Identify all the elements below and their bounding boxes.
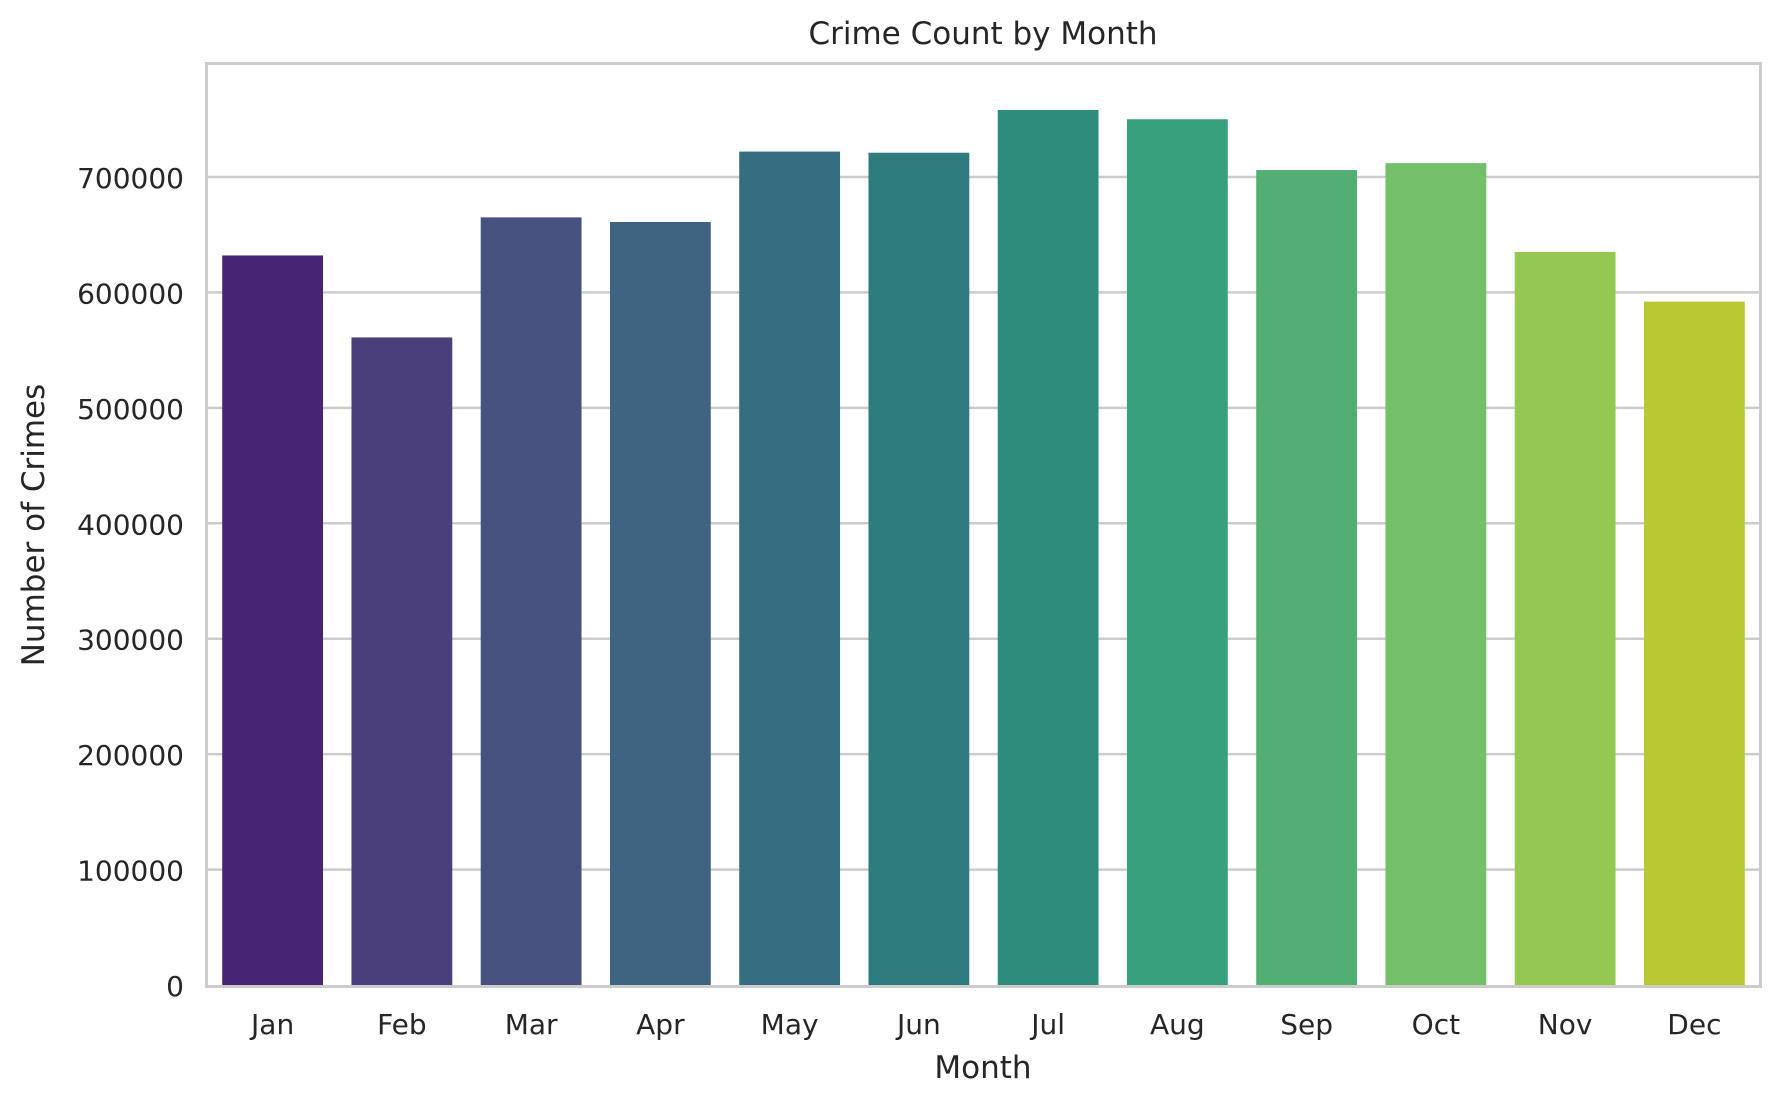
bar-oct	[1385, 163, 1487, 986]
plot-frame	[205, 62, 1762, 988]
y-tick-label: 0	[166, 970, 184, 1003]
bar-jan	[222, 255, 324, 985]
x-tick-label: Nov	[1538, 1008, 1593, 1041]
bar-jun	[868, 152, 970, 985]
x-tick-label: Dec	[1667, 1008, 1721, 1041]
bar-mar	[480, 217, 582, 985]
bar-nov	[1514, 252, 1616, 986]
x-axis-label: Month	[934, 1050, 1031, 1086]
grid-lines	[208, 175, 1759, 871]
y-tick-label: 400000	[77, 508, 184, 541]
bar-apr	[609, 221, 711, 985]
x-tick-label: Jul	[1029, 1008, 1065, 1041]
bars	[222, 110, 1745, 986]
x-tick-label: May	[761, 1008, 819, 1041]
bar-feb	[351, 337, 453, 985]
x-tick-label: Mar	[505, 1008, 558, 1041]
x-tick-label: Oct	[1412, 1008, 1460, 1041]
bar-may	[739, 151, 841, 986]
y-tick-label: 500000	[77, 393, 184, 426]
chart-title: Crime Count by Month	[808, 16, 1157, 52]
bar-aug	[1126, 119, 1228, 986]
y-tick-label: 100000	[77, 855, 184, 888]
x-tick-label: Feb	[377, 1008, 427, 1041]
y-tick-label: 200000	[77, 739, 184, 772]
x-tick-label: Apr	[636, 1008, 685, 1041]
x-tick-labels: Jan Feb Mar Apr May Jun Jul Aug Sep Oct Nov Dec	[249, 1008, 1721, 1041]
x-tick-label: Aug	[1150, 1008, 1205, 1041]
bar-sep	[1256, 170, 1358, 985]
x-tick-label: Sep	[1280, 1008, 1333, 1041]
y-tick-label: 300000	[77, 624, 184, 657]
bar-jul	[997, 110, 1099, 986]
y-tick-label: 700000	[77, 162, 184, 195]
y-axis-label: Number of Crimes	[16, 384, 52, 667]
x-tick-label: Jun	[895, 1008, 941, 1041]
x-tick-label: Jan	[249, 1008, 294, 1041]
y-tick-labels: 0 100000 200000 300000 400000 500000 600000 700…	[77, 162, 184, 1003]
bar-dec	[1643, 301, 1745, 985]
y-tick-label: 600000	[77, 277, 184, 310]
